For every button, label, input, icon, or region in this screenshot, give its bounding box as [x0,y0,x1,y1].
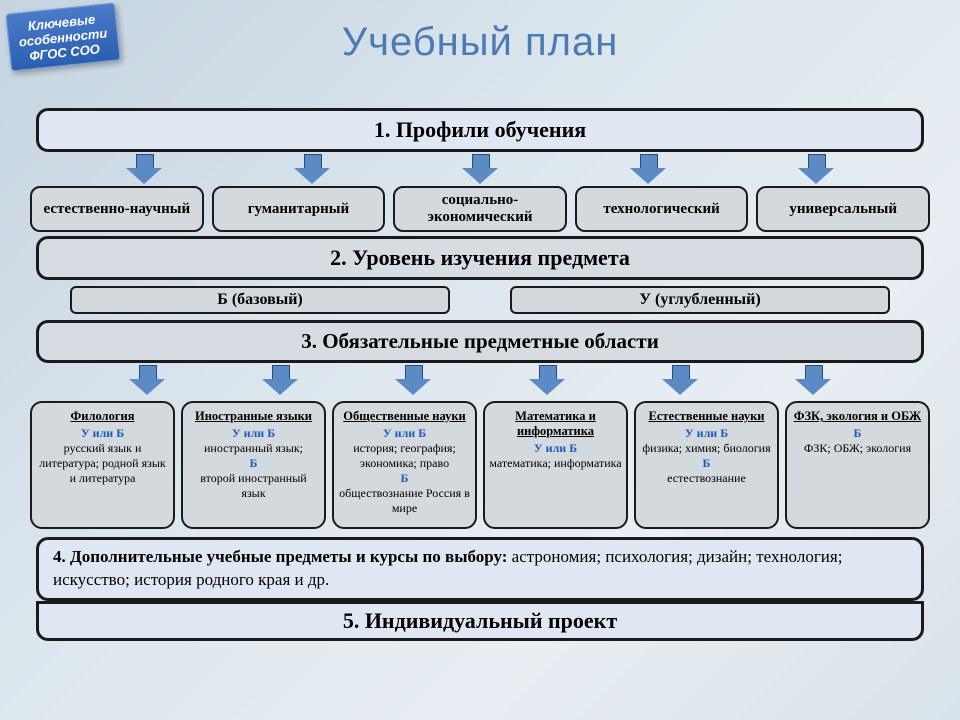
subject-level: У или Б [81,426,124,440]
level-box-advanced: У (углубленный) [510,286,890,314]
section1-header: 1. Профили обучения [36,108,924,152]
subject-body: история; география; экономика; право [353,441,456,470]
section4-header: 4. Дополнительные учебные предметы и кур… [53,547,507,566]
subject-level: Б [703,456,711,470]
subject-title: Общественные науки [338,409,471,424]
diagram-content: 1. Профили обучения естественно-научный … [30,108,930,641]
subject-body: физика; химия; биология [642,441,770,455]
profile-box: технологический [575,186,749,232]
subject-title: Естественные науки [640,409,773,424]
subject-body: обществознание Россия в мире [339,486,470,515]
subject-box: Математика и информатика У или Б математ… [483,401,628,529]
profiles-row: естественно-научный гуманитарный социаль… [30,186,930,232]
section3-header: 3. Обязательные предметные области [36,320,924,363]
subject-box: Естественные науки У или Б физика; химия… [634,401,779,529]
subject-box: Общественные науки У или Б история; геог… [332,401,477,529]
section2-header: 2. Уровень изучения предмета [36,236,924,280]
subject-box: ФЗК, экология и ОБЖ Б ФЗК; ОБЖ; экология [785,401,930,529]
subject-title: ФЗК, экология и ОБЖ [791,409,924,424]
subject-body: математика; информатика [489,456,621,470]
subject-level: Б [250,456,258,470]
subject-box: Филология У или Б русский язык и литерат… [30,401,175,529]
page-title: Учебный план [0,20,960,65]
subject-box: Иностранные языки У или Б иностранный яз… [181,401,326,529]
profile-box: социально-экономический [393,186,567,232]
level-box-basic: Б (базовый) [70,286,450,314]
section4-box: 4. Дополнительные учебные предметы и кур… [36,537,924,601]
section5-box: 5. Индивидуальный проект [36,601,924,641]
subject-body: второй иностранный язык [200,471,306,500]
subject-body: ФЗК; ОБЖ; экология [804,441,911,455]
subjects-row: Филология У или Б русский язык и литерат… [30,401,930,529]
levels-row: Б (базовый) У (углубленный) [70,286,890,314]
subject-level: Б [401,471,409,485]
subject-level: У или Б [383,426,426,440]
subject-level: У или Б [534,441,577,455]
profile-box: гуманитарный [212,186,386,232]
subject-level: Б [854,426,862,440]
subject-body: русский язык и литература; родной язык и… [39,441,166,485]
subject-level: У или Б [685,426,728,440]
subject-body: естествознание [667,471,746,485]
subject-level: У или Б [232,426,275,440]
profile-box: естественно-научный [30,186,204,232]
profile-box: универсальный [756,186,930,232]
subject-title: Филология [36,409,169,424]
subject-title: Математика и информатика [489,409,622,439]
subject-body: иностранный язык; [204,441,303,455]
subject-title: Иностранные языки [187,409,320,424]
